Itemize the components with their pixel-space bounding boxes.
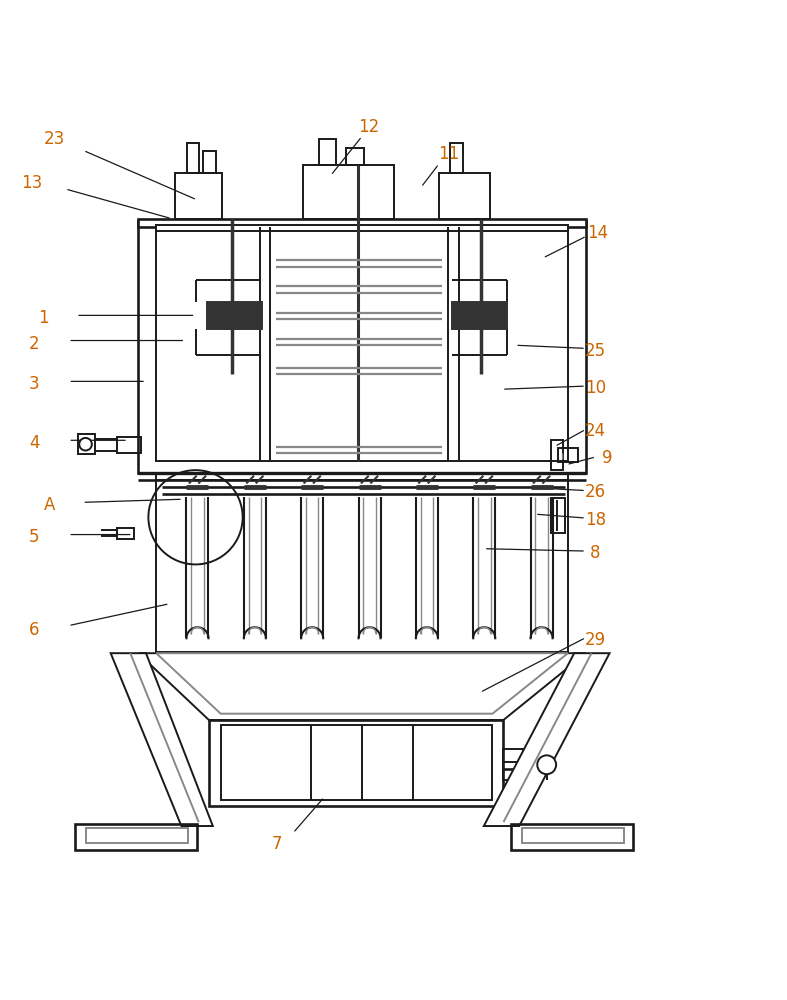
Text: 4: 4 bbox=[29, 434, 39, 452]
Bar bbox=[139, 219, 586, 227]
Polygon shape bbox=[111, 653, 212, 826]
Bar bbox=[522, 828, 623, 843]
Text: 26: 26 bbox=[585, 483, 606, 501]
Bar bbox=[559, 448, 578, 462]
Bar bbox=[86, 828, 187, 843]
Text: 13: 13 bbox=[21, 174, 42, 192]
Polygon shape bbox=[157, 653, 568, 714]
Text: 11: 11 bbox=[438, 145, 459, 163]
Text: 18: 18 bbox=[585, 511, 606, 529]
Text: 3: 3 bbox=[29, 375, 40, 393]
Bar bbox=[551, 440, 563, 470]
Bar bbox=[504, 749, 523, 780]
Text: 9: 9 bbox=[602, 449, 612, 467]
Text: 14: 14 bbox=[587, 224, 608, 242]
Bar bbox=[512, 824, 633, 850]
Bar bbox=[117, 528, 135, 539]
Bar bbox=[551, 498, 565, 533]
Polygon shape bbox=[484, 653, 610, 826]
Bar bbox=[206, 302, 261, 329]
Bar bbox=[175, 173, 222, 219]
Bar bbox=[439, 173, 490, 219]
Bar bbox=[209, 720, 504, 806]
Bar bbox=[78, 434, 95, 454]
Bar bbox=[76, 824, 197, 850]
Text: 5: 5 bbox=[29, 528, 39, 546]
Text: A: A bbox=[44, 496, 55, 514]
Bar bbox=[139, 221, 586, 473]
Bar bbox=[346, 148, 364, 165]
Text: 10: 10 bbox=[585, 379, 606, 397]
Text: 6: 6 bbox=[29, 621, 39, 639]
Text: 24: 24 bbox=[585, 422, 606, 440]
Bar bbox=[319, 139, 336, 165]
Text: 23: 23 bbox=[43, 130, 65, 148]
Bar bbox=[450, 143, 463, 173]
Text: 12: 12 bbox=[358, 118, 379, 136]
Bar bbox=[157, 480, 568, 652]
Text: 25: 25 bbox=[585, 342, 606, 360]
Polygon shape bbox=[139, 653, 586, 720]
Bar bbox=[203, 151, 216, 173]
Bar bbox=[157, 229, 568, 461]
Text: 1: 1 bbox=[39, 309, 50, 327]
Circle shape bbox=[79, 438, 92, 451]
Bar bbox=[220, 725, 492, 800]
Text: 2: 2 bbox=[29, 335, 40, 353]
Text: 8: 8 bbox=[590, 544, 600, 562]
Bar bbox=[303, 165, 394, 219]
Bar bbox=[157, 225, 568, 231]
Circle shape bbox=[538, 755, 556, 774]
Text: 29: 29 bbox=[585, 631, 606, 649]
Bar bbox=[117, 437, 141, 453]
Bar bbox=[187, 143, 199, 173]
Text: 7: 7 bbox=[272, 835, 283, 853]
Bar bbox=[453, 302, 508, 329]
